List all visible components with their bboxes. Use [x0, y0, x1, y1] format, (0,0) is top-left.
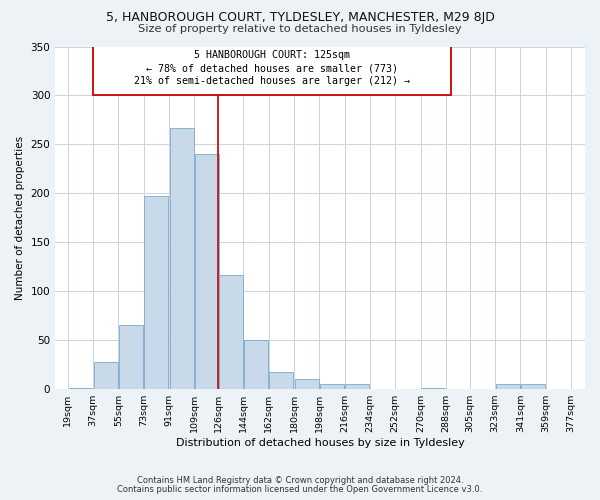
Text: Contains HM Land Registry data © Crown copyright and database right 2024.: Contains HM Land Registry data © Crown c…	[137, 476, 463, 485]
Bar	[94, 362, 118, 388]
Text: 5 HANBOROUGH COURT: 125sqm: 5 HANBOROUGH COURT: 125sqm	[194, 50, 350, 60]
Bar	[93, 44, 451, 96]
Bar	[244, 340, 268, 388]
Text: Contains public sector information licensed under the Open Government Licence v3: Contains public sector information licen…	[118, 485, 482, 494]
Bar	[219, 275, 243, 388]
Y-axis label: Number of detached properties: Number of detached properties	[15, 136, 25, 300]
Bar	[521, 384, 545, 388]
Bar	[269, 372, 293, 388]
Bar	[295, 379, 319, 388]
Bar	[346, 384, 369, 388]
Text: 5, HANBOROUGH COURT, TYLDESLEY, MANCHESTER, M29 8JD: 5, HANBOROUGH COURT, TYLDESLEY, MANCHEST…	[106, 11, 494, 24]
Bar	[145, 196, 169, 388]
Text: Size of property relative to detached houses in Tyldesley: Size of property relative to detached ho…	[138, 24, 462, 34]
Text: ← 78% of detached houses are smaller (773): ← 78% of detached houses are smaller (77…	[146, 63, 398, 73]
Bar	[195, 154, 219, 388]
Bar	[170, 128, 194, 388]
Text: 21% of semi-detached houses are larger (212) →: 21% of semi-detached houses are larger (…	[134, 76, 410, 86]
Bar	[119, 325, 143, 388]
Bar	[496, 384, 520, 388]
X-axis label: Distribution of detached houses by size in Tyldesley: Distribution of detached houses by size …	[176, 438, 464, 448]
Bar	[320, 384, 344, 388]
